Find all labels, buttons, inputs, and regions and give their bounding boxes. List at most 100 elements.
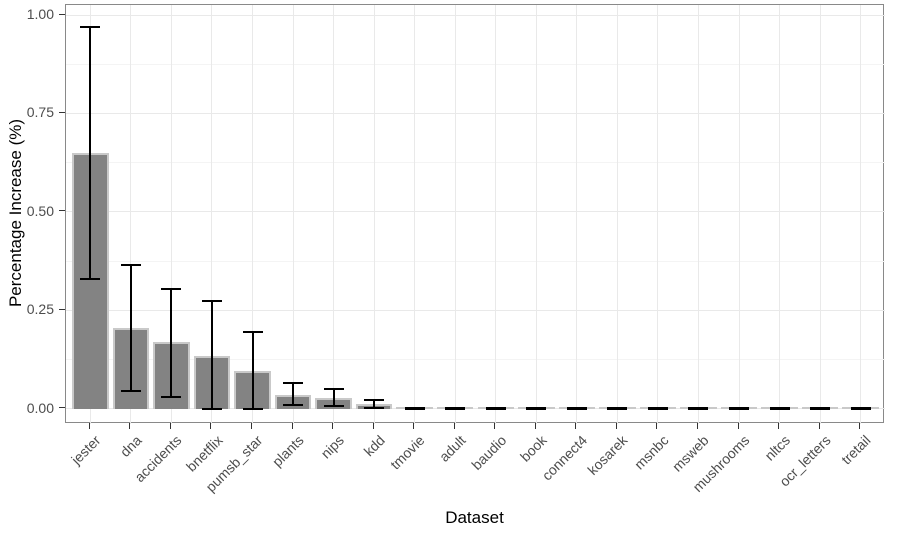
x-tick-mark xyxy=(737,423,739,429)
error-bar-line xyxy=(129,265,132,392)
x-tick-mark xyxy=(88,423,90,429)
error-bar-cap xyxy=(566,406,587,409)
x-tick-label-book: book xyxy=(516,432,550,465)
x-tick-mark xyxy=(615,423,617,429)
error-bar-cap xyxy=(607,406,628,409)
error-bar-cap xyxy=(647,406,668,409)
major-gridline xyxy=(66,211,885,213)
error-bar-cap xyxy=(810,407,831,410)
major-gridline xyxy=(66,112,885,114)
x-tick-mark xyxy=(534,423,536,429)
error-bar-cap xyxy=(526,407,547,410)
category-gridline xyxy=(495,5,497,424)
x-tick-mark xyxy=(656,423,658,429)
x-tick-mark xyxy=(129,423,131,429)
error-bar-cap xyxy=(120,264,141,267)
y-tick-mark xyxy=(59,308,65,310)
error-bar-cap xyxy=(242,331,263,334)
category-gridline xyxy=(333,5,335,424)
error-bar-cap xyxy=(850,406,871,409)
plot-panel xyxy=(65,4,885,424)
error-bar-cap xyxy=(445,406,466,409)
major-gridline xyxy=(66,408,885,410)
x-tick-mark xyxy=(169,423,171,429)
category-gridline xyxy=(170,5,172,424)
error-bar-cap xyxy=(688,407,709,410)
major-gridline xyxy=(66,309,885,311)
x-tick-label-jester: jester xyxy=(68,432,104,468)
error-bar-line xyxy=(373,400,376,409)
error-bar-cap xyxy=(201,407,222,410)
minor-gridline xyxy=(66,63,885,65)
error-bar-cap xyxy=(80,25,101,28)
x-tick-mark xyxy=(818,423,820,429)
category-gridline xyxy=(292,5,294,424)
error-bar-line xyxy=(292,383,295,405)
category-gridline xyxy=(860,5,862,424)
error-bar-cap xyxy=(364,407,385,410)
y-tick-mark xyxy=(59,13,65,15)
error-bar-cap xyxy=(161,396,182,399)
minor-gridline xyxy=(66,359,885,361)
y-tick-mark xyxy=(59,111,65,113)
x-tick-mark xyxy=(210,423,212,429)
minor-gridline xyxy=(66,260,885,262)
error-bar-cap xyxy=(607,407,628,410)
y-tick-label-0.25: 0.25 xyxy=(26,301,54,318)
x-tick-mark xyxy=(453,423,455,429)
x-tick-label-kosarek: kosarek xyxy=(584,432,631,478)
category-gridline xyxy=(130,5,132,424)
error-bar-line xyxy=(210,300,213,409)
error-bar-cap xyxy=(404,406,425,409)
error-bar-cap xyxy=(769,406,790,409)
error-bar-cap xyxy=(364,399,385,402)
x-tick-mark xyxy=(332,423,334,429)
y-tick-label-1.00: 1.00 xyxy=(26,6,54,23)
minor-gridline xyxy=(66,162,885,164)
error-bar-cap xyxy=(769,407,790,410)
category-gridline xyxy=(779,5,781,424)
error-bar-cap xyxy=(323,404,344,407)
error-bar-cap xyxy=(850,407,871,410)
error-bar-cap xyxy=(688,406,709,409)
x-tick-mark xyxy=(575,423,577,429)
category-gridline xyxy=(576,5,578,424)
x-tick-label-kdd: kdd xyxy=(360,432,388,460)
category-gridline xyxy=(657,5,659,424)
error-bar-cap xyxy=(201,299,222,302)
error-bar-cap xyxy=(120,390,141,393)
x-tick-mark xyxy=(696,423,698,429)
error-bar-cap xyxy=(283,382,304,385)
error-bar-cap xyxy=(810,406,831,409)
category-gridline xyxy=(454,5,456,424)
error-bar-cap xyxy=(566,407,587,410)
category-gridline xyxy=(535,5,537,424)
x-tick-label-tretail: tretail xyxy=(838,432,875,468)
x-tick-mark xyxy=(494,423,496,429)
error-bar-cap xyxy=(404,407,425,410)
major-gridline xyxy=(66,14,885,16)
x-axis-title: Dataset xyxy=(445,508,504,527)
error-bar-cap xyxy=(161,287,182,290)
x-tick-label-dna: dna xyxy=(116,432,145,460)
y-tick-label-0.75: 0.75 xyxy=(26,104,54,121)
error-bar-cap xyxy=(526,406,547,409)
category-gridline xyxy=(252,5,253,424)
category-gridline xyxy=(211,5,213,424)
x-tick-label-msnbc: msnbc xyxy=(630,432,672,473)
x-tick-mark xyxy=(859,423,861,429)
error-bar-cap xyxy=(485,407,506,410)
x-tick-mark xyxy=(251,423,252,429)
x-tick-mark xyxy=(413,423,415,429)
x-tick-label-plants: plants xyxy=(268,432,307,470)
category-gridline xyxy=(697,5,699,424)
category-gridline xyxy=(373,5,375,424)
error-bar-cap xyxy=(445,407,466,410)
error-bar-cap xyxy=(242,407,263,410)
y-tick-label-0.50: 0.50 xyxy=(26,202,54,219)
x-tick-mark xyxy=(778,423,780,429)
category-gridline xyxy=(738,5,740,424)
category-gridline xyxy=(616,5,618,424)
x-tick-label-tmovie: tmovie xyxy=(387,432,429,473)
x-tick-label-nltcs: nltcs xyxy=(761,432,793,464)
